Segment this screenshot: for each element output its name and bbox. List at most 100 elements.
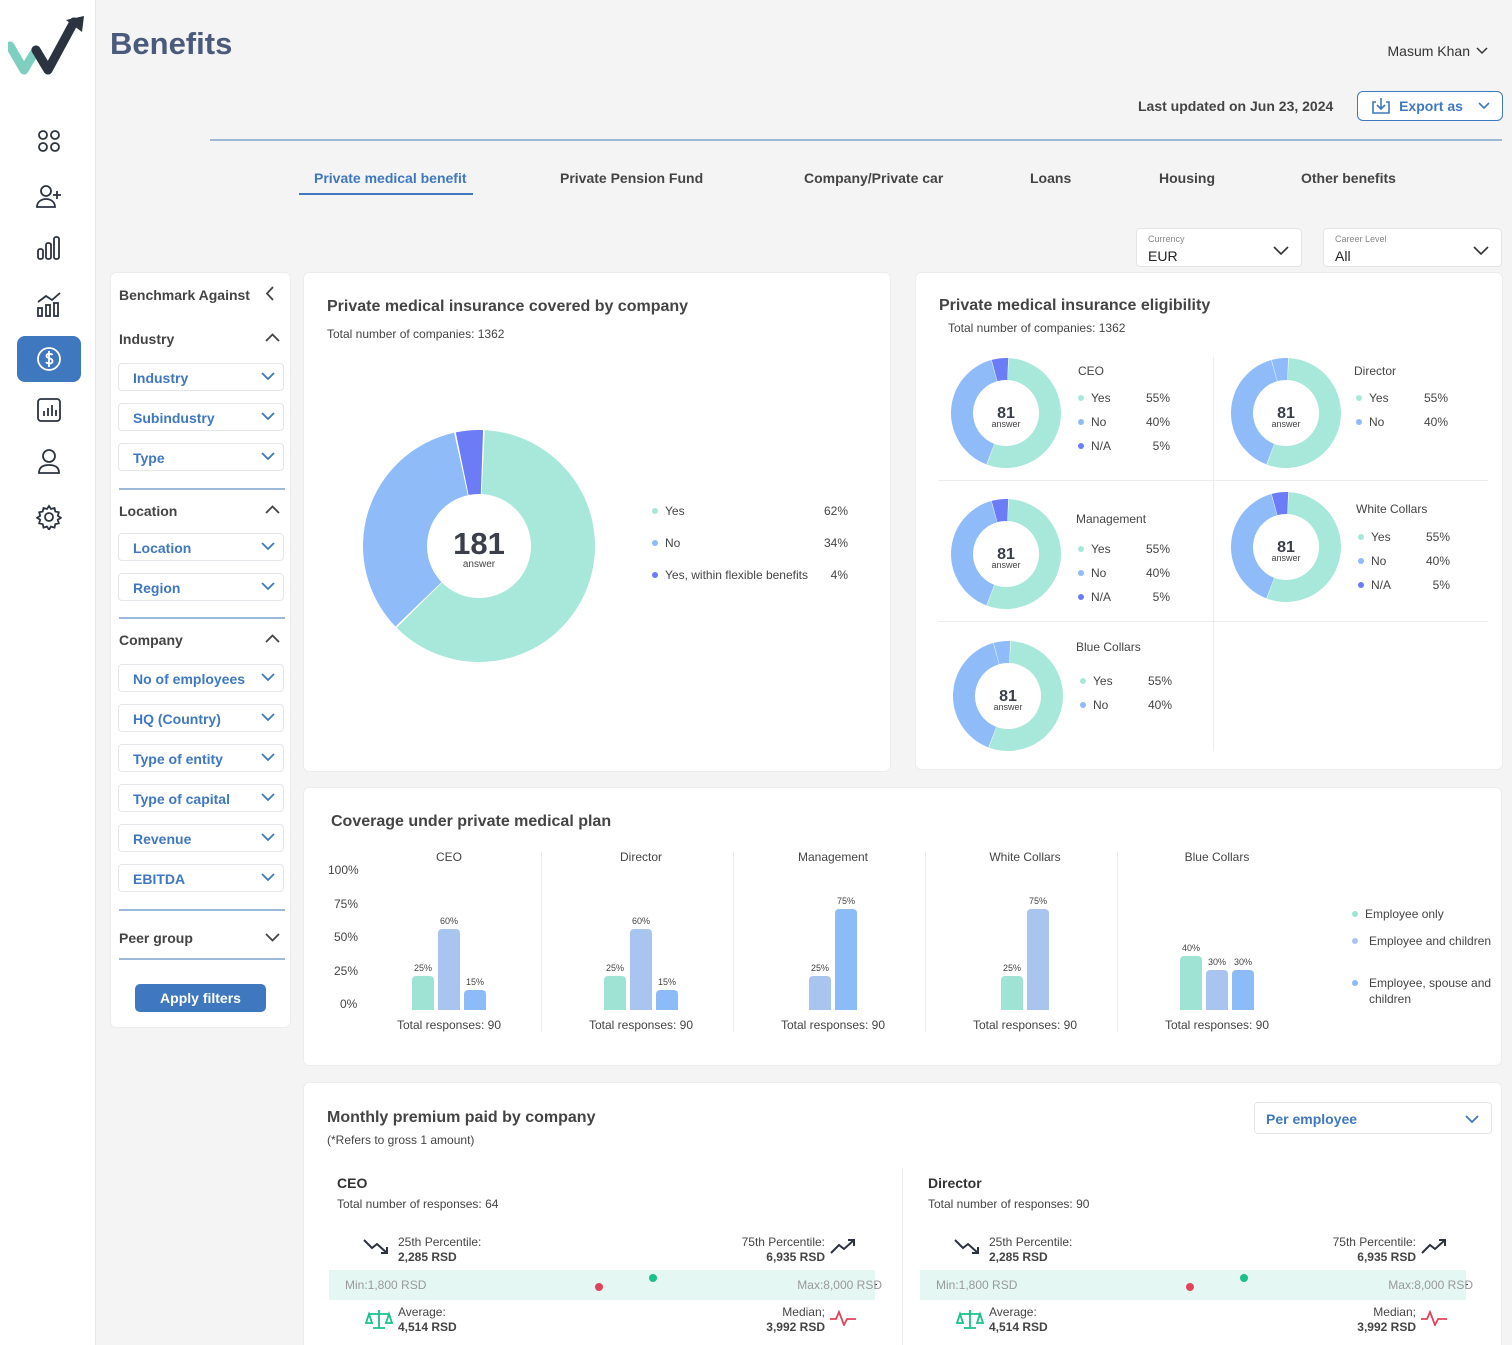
entity-type-dropdown[interactable]: Type of entity xyxy=(118,744,284,772)
eligibility-legend-item: Yes 55% xyxy=(1078,391,1170,405)
group-total: Total responses: 90 xyxy=(780,1018,886,1032)
chevron-up-icon[interactable] xyxy=(265,634,280,643)
add-user-icon[interactable] xyxy=(17,173,81,219)
chevron-down-icon xyxy=(1476,47,1488,55)
trend-chart-icon[interactable] xyxy=(17,281,81,327)
ebitda-dropdown[interactable]: EBITDA xyxy=(118,864,284,892)
tab-other-benefits[interactable]: Other benefits xyxy=(1301,170,1396,186)
eligibility-group: 81 answer White Collars Yes 55% No 40% N/A 5% xyxy=(1230,491,1490,611)
premium-block: CEO Total number of responses: 64 25th P… xyxy=(329,1175,882,1345)
donut-slice xyxy=(363,432,468,627)
bar xyxy=(1180,956,1202,1010)
trend-up-icon xyxy=(830,1239,855,1254)
p25-value: 2,285 RSD xyxy=(398,1250,457,1264)
location-dropdown[interactable]: Location xyxy=(118,533,284,561)
average-label: Average: xyxy=(989,1305,1037,1319)
subindustry-dropdown[interactable]: Subindustry xyxy=(118,403,284,431)
currency-select[interactable]: Currency EUR xyxy=(1136,228,1302,267)
employees-dropdown[interactable]: No of employees xyxy=(118,664,284,692)
dashboard-icon[interactable] xyxy=(17,118,81,164)
eligibility-group: 81 answer Blue Collars Yes 55% No 40% xyxy=(952,640,1212,760)
tab-housing[interactable]: Housing xyxy=(1159,170,1215,186)
bar-chart-icon[interactable] xyxy=(17,225,81,271)
eligibility-group: 81 answer Director Yes 55% No 40% xyxy=(1230,357,1490,477)
bar-value-label: 40% xyxy=(1181,943,1200,953)
premium-responses: Total number of responses: 64 xyxy=(337,1197,499,1211)
tab-company-car[interactable]: Company/Private car xyxy=(804,170,944,186)
region-dropdown[interactable]: Region xyxy=(118,573,284,601)
eligibility-title: Private medical insurance eligibility xyxy=(939,297,1211,314)
eligibility-legend-item: Yes 55% xyxy=(1078,542,1170,556)
bar xyxy=(412,976,434,1010)
benefits-dollar-icon[interactable] xyxy=(17,336,81,382)
tab-pension-fund[interactable]: Private Pension Fund xyxy=(560,170,704,186)
report-icon[interactable] xyxy=(17,387,81,433)
chevron-up-icon[interactable] xyxy=(265,505,280,514)
tab-private-medical[interactable]: Private medical benefit xyxy=(314,170,467,186)
covered-title: Private medical insurance covered by com… xyxy=(327,298,689,315)
apply-filters-button[interactable]: Apply filters xyxy=(135,984,266,1012)
coverage-card: Coverage under private medical plan 100%… xyxy=(303,787,1502,1066)
bar xyxy=(809,976,831,1010)
eligibility-legend-item: No 40% xyxy=(1356,415,1448,429)
median-label: Median; xyxy=(782,1305,825,1319)
group-total: Total responses: 90 xyxy=(396,1018,502,1032)
eligibility-legend-item: No 40% xyxy=(1078,566,1170,580)
donut-slice xyxy=(1271,492,1289,516)
career-level-select[interactable]: Career Level All xyxy=(1323,228,1502,267)
y-tick-label: 100% xyxy=(328,863,359,877)
p25-label: 25th Percentile: xyxy=(398,1235,482,1249)
settings-icon[interactable] xyxy=(17,494,81,540)
max-value: Max:8,000 RSD xyxy=(1388,1278,1473,1292)
group-total: Total responses: 90 xyxy=(972,1018,1078,1032)
bar-value-label: 25% xyxy=(605,963,624,974)
bar-value-label: 25% xyxy=(413,963,432,974)
premium-block-title: Director xyxy=(928,1175,982,1191)
bar xyxy=(656,989,678,1010)
group-label: White Collars xyxy=(989,850,1061,864)
eligibility-legend-item: N/A 5% xyxy=(1078,439,1170,453)
peer-group-title[interactable]: Peer group xyxy=(119,930,193,946)
type-dropdown[interactable]: Type xyxy=(118,443,284,471)
bar-value-label: 60% xyxy=(439,916,458,926)
filter-divider xyxy=(119,909,285,911)
per-employee-select[interactable]: Per employee xyxy=(1254,1102,1492,1134)
logo-icon[interactable] xyxy=(5,12,88,81)
profile-icon[interactable] xyxy=(17,438,81,484)
covered-card: Private medical insurance covered by com… xyxy=(303,272,891,772)
donut-unit: answer xyxy=(993,702,1022,712)
legend-employee-only: Employee only xyxy=(1352,907,1444,921)
eligibility-legend-item: No 40% xyxy=(1078,415,1170,429)
bar-value-label: 25% xyxy=(810,963,829,974)
chevron-down-icon[interactable] xyxy=(265,933,280,942)
hq-country-dropdown[interactable]: HQ (Country) xyxy=(118,704,284,732)
eligibility-group-name: Blue Collars xyxy=(1076,640,1141,654)
bar-value-label: 75% xyxy=(836,895,855,906)
tab-loans[interactable]: Loans xyxy=(1030,170,1072,186)
y-tick-label: 25% xyxy=(334,963,359,978)
export-button[interactable]: Export as xyxy=(1357,91,1503,121)
donut-slice xyxy=(1231,494,1278,599)
chevron-up-icon[interactable] xyxy=(265,333,280,342)
bar-value-label: 60% xyxy=(631,916,650,926)
group-label: Blue Collars xyxy=(1184,850,1250,864)
trend-up-icon xyxy=(1421,1239,1446,1254)
download-icon xyxy=(1372,98,1390,114)
eligibility-legend-item: N/A 5% xyxy=(1078,590,1170,604)
p75-value: 6,935 RSD xyxy=(1357,1250,1416,1264)
industry-dropdown[interactable]: Industry xyxy=(118,363,284,391)
user-menu[interactable]: Masum Khan xyxy=(1388,43,1488,59)
donut-slice xyxy=(951,360,998,465)
bar-value-label: 30% xyxy=(1233,956,1252,967)
min-value: Min:1,800 RSD xyxy=(936,1278,1018,1292)
eligibility-group-name: Director xyxy=(1354,364,1397,378)
donut-unit: answer xyxy=(1271,553,1300,563)
revenue-dropdown[interactable]: Revenue xyxy=(118,824,284,852)
group-label: Director xyxy=(619,850,662,864)
chevron-left-icon[interactable] xyxy=(265,286,274,301)
p75-value: 6,935 RSD xyxy=(766,1250,825,1264)
capital-type-dropdown[interactable]: Type of capital xyxy=(118,784,284,812)
y-tick-label: 0% xyxy=(340,997,358,1011)
